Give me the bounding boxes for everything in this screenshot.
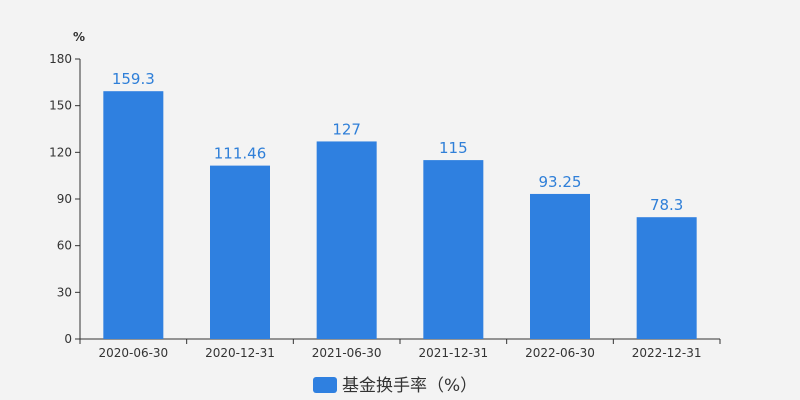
bar-value-label: 93.25 [539, 173, 582, 191]
x-tick-label: 2022-12-31 [632, 346, 702, 360]
bar[interactable] [316, 141, 377, 339]
bar-value-label: 159.3 [112, 70, 155, 88]
y-tick-label: 90 [57, 192, 72, 206]
x-axis: 2020-06-30 2020-12-31 2021-06-30 2021-12-31… [79, 338, 721, 360]
x-tick-label: 2020-06-30 [98, 346, 168, 360]
bar[interactable] [210, 165, 270, 339]
legend-swatch [313, 377, 337, 393]
bar-value-label: 78.3 [650, 196, 683, 214]
bar[interactable] [530, 193, 590, 339]
bar[interactable] [103, 91, 164, 339]
y-tick-label: 30 [57, 285, 72, 299]
x-tick-label: 2021-12-31 [418, 346, 488, 360]
bar-value-label: 127 [332, 120, 361, 138]
bars [103, 91, 697, 339]
x-tick-label: 2020-12-31 [205, 346, 275, 360]
legend-label: 基金换手率（%） [342, 376, 477, 396]
y-axis: 0 30 60 90 120 150 180 [49, 52, 81, 346]
y-tick-label: 180 [49, 52, 72, 66]
y-tick-label: 60 [57, 239, 72, 253]
y-tick-label: 120 [49, 145, 72, 159]
x-tick-label: 2022-06-30 [525, 346, 595, 360]
bar-value-label: 111.46 [214, 145, 267, 163]
y-tick-label: 150 [49, 99, 72, 113]
data-labels: 159.3 111.46 127 115 93.25 78.3 [112, 70, 684, 214]
bar[interactable] [636, 217, 697, 339]
y-axis-unit-label: % [73, 30, 85, 44]
bar[interactable] [423, 160, 484, 339]
x-tick-label: 2021-06-30 [312, 346, 382, 360]
legend[interactable]: 基金换手率（%） [313, 376, 477, 396]
bar-value-label: 115 [439, 139, 468, 157]
y-tick-label: 0 [64, 332, 72, 346]
